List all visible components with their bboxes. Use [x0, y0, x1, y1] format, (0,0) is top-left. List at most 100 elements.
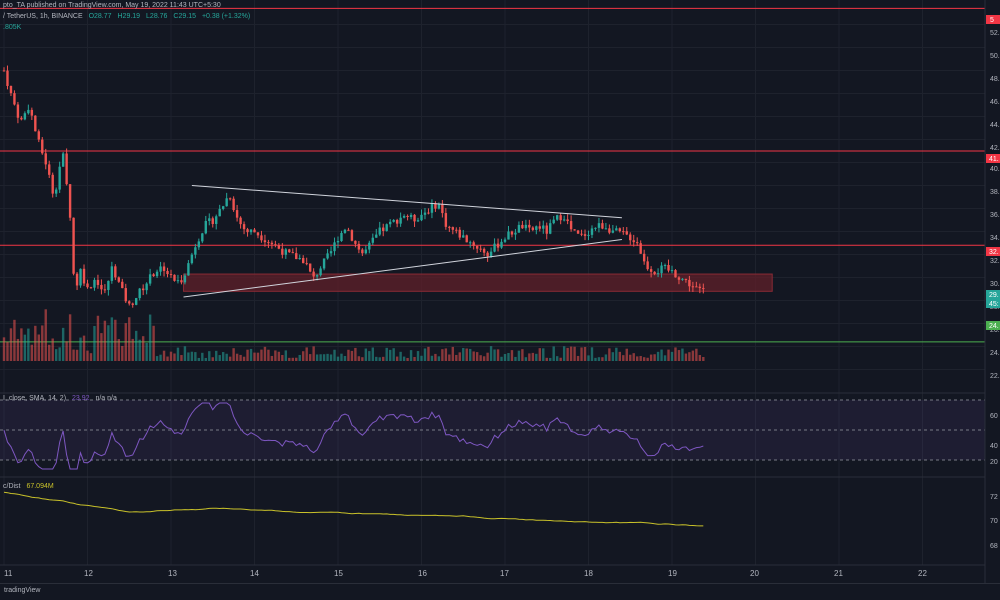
rsi-legend[interactable]: I, close, SMA, 14, 2) 23.92 n/a n/a — [3, 395, 121, 402]
candle-body — [698, 286, 702, 289]
volume-bar — [138, 339, 141, 361]
volume-bar — [319, 354, 322, 361]
volume-bar — [256, 352, 260, 361]
volume-bar — [566, 347, 569, 361]
candle-body — [270, 242, 274, 245]
volume-bar — [9, 328, 13, 361]
volume-bar — [72, 349, 75, 361]
volume-bar — [580, 347, 583, 361]
volume-bar — [681, 348, 684, 361]
volume-bar — [357, 356, 361, 361]
candle-body — [639, 243, 642, 254]
volume-bar — [194, 352, 197, 361]
close-value: C29.15 — [173, 13, 196, 20]
footer: tradingView — [0, 583, 1000, 600]
volume-bar — [114, 319, 117, 361]
candle-body — [256, 232, 260, 236]
brand-text[interactable]: tradingView — [4, 587, 41, 594]
volume-bar — [549, 357, 552, 361]
candle-body — [514, 232, 517, 235]
rsi-tick: 20 — [990, 459, 998, 466]
publish-text: pto_TA published on TradingView.com, May… — [3, 2, 221, 9]
price-tag-top-text: 5 — [990, 17, 994, 24]
volume-bar — [274, 350, 277, 361]
accdist-axis[interactable]: 72 70 68 — [990, 494, 998, 550]
accdist-line[interactable] — [3, 491, 704, 527]
volume-bar — [524, 357, 528, 361]
candle-body — [23, 113, 27, 120]
volume-bar — [253, 352, 256, 361]
volume-bar — [201, 352, 204, 361]
rsi-line[interactable] — [3, 402, 704, 470]
candle-body — [322, 258, 326, 269]
volume-bar — [451, 346, 455, 361]
candle-body — [51, 174, 54, 194]
candle-body — [225, 198, 228, 207]
symbol-text[interactable]: / TetherUS, 1h, BINANCE — [3, 13, 83, 20]
candle-body — [308, 263, 312, 272]
candle-body — [562, 219, 566, 221]
volume-bar — [249, 348, 253, 361]
volume-bar — [646, 357, 649, 361]
candle-body — [96, 279, 100, 285]
candle-body — [82, 268, 86, 284]
volume-bar — [430, 355, 434, 361]
volume-bar — [281, 355, 284, 361]
time-axis[interactable]: 11 12 13 14 15 16 17 18 19 20 21 22 — [4, 569, 927, 578]
accdist-legend[interactable]: c/Dist 67.094M — [3, 483, 58, 490]
price-tick: 42. — [990, 145, 1000, 152]
price-axis[interactable]: 52. 50. 48. 46. 44. 42. 40. 38. 36. 34. … — [990, 30, 1000, 380]
volume-bar — [448, 354, 451, 361]
volume-bar — [180, 355, 183, 361]
descending-trendline[interactable] — [191, 185, 622, 219]
time-label: 17 — [500, 569, 509, 578]
candle-body — [211, 218, 214, 224]
candle-body — [319, 268, 322, 276]
time-label: 21 — [834, 569, 843, 578]
candle-body — [569, 221, 573, 230]
volume-bar — [409, 350, 413, 361]
volume-bar — [340, 353, 343, 361]
support-zone[interactable] — [183, 273, 773, 292]
volume-bar — [6, 341, 9, 361]
volume-bar — [702, 356, 705, 361]
candle-body — [61, 153, 65, 167]
candle-body — [9, 85, 13, 94]
volume-bar — [204, 357, 207, 361]
volume-bar — [538, 348, 541, 361]
candle-body — [218, 208, 221, 217]
current-price-text: 29. — [989, 292, 999, 299]
accdist-tick: 68 — [990, 543, 998, 550]
volume-bar — [622, 355, 625, 361]
candle-body — [159, 266, 162, 272]
volume-bar — [96, 315, 100, 361]
rsi-pane — [0, 399, 985, 470]
candle-body — [375, 234, 378, 238]
volume-bar — [128, 317, 131, 361]
volume-bar — [100, 333, 103, 361]
high-value: H29.19 — [117, 13, 141, 20]
price-tick: 38. — [990, 189, 1000, 196]
volume-bar — [489, 346, 493, 361]
volume-bar — [34, 325, 37, 361]
candle-body — [677, 277, 681, 280]
volume-bar — [159, 354, 162, 361]
candle-body — [326, 253, 329, 259]
candle-body — [103, 289, 107, 291]
rsi-axis[interactable]: 60 40 20 — [990, 413, 998, 466]
volume-bar — [239, 354, 242, 361]
volume-bar — [169, 351, 173, 361]
candle-body — [503, 239, 507, 242]
price-tag-24-text: 24. — [989, 323, 999, 330]
candle-body — [72, 217, 75, 274]
volume-bar — [388, 349, 392, 361]
volume-bar — [54, 349, 58, 361]
candle-body — [197, 241, 201, 248]
ascending-trendline[interactable] — [183, 239, 622, 298]
volume-bar — [107, 325, 110, 361]
change-value: +0.38 (+1.32%) — [201, 13, 251, 20]
volume-bar — [82, 335, 86, 361]
accdist-legend-label: c/Dist — [3, 483, 21, 490]
candle-body — [187, 263, 190, 276]
